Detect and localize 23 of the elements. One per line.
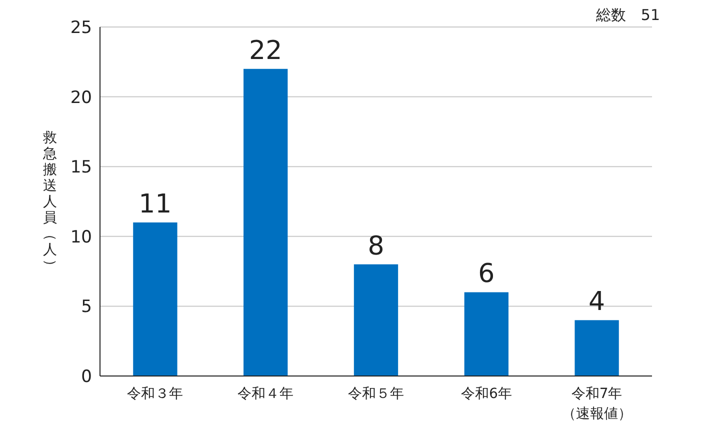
data-label: 22 [249, 36, 282, 66]
bar [354, 264, 398, 376]
y-tick-label: 0 [81, 367, 92, 387]
y-tick-label: 25 [70, 18, 92, 38]
x-tick-label: 令和５年 [348, 386, 404, 402]
bar [464, 292, 508, 376]
x-tick-label: 令和7年（速報値） [562, 386, 632, 422]
text: 救急搬送人員（人） [42, 130, 58, 273]
x-tick-label: 令和４年 [238, 386, 294, 402]
text: 総数 51 [594, 6, 660, 24]
x-tick-label: 令和３年 [127, 386, 184, 402]
bar [574, 320, 619, 376]
data-label: 11 [138, 189, 172, 220]
data-label: 4 [588, 287, 606, 318]
y-tick-label: 20 [70, 88, 92, 108]
y-tick-label: 15 [70, 158, 92, 178]
bar [133, 222, 178, 376]
x-tick-label: 令和6年 [460, 386, 512, 402]
data-label: 6 [478, 259, 495, 290]
bar [244, 68, 288, 376]
y-tick-label: 5 [81, 297, 92, 318]
data-label: 8 [368, 231, 384, 262]
y-tick-label: 10 [70, 227, 92, 248]
